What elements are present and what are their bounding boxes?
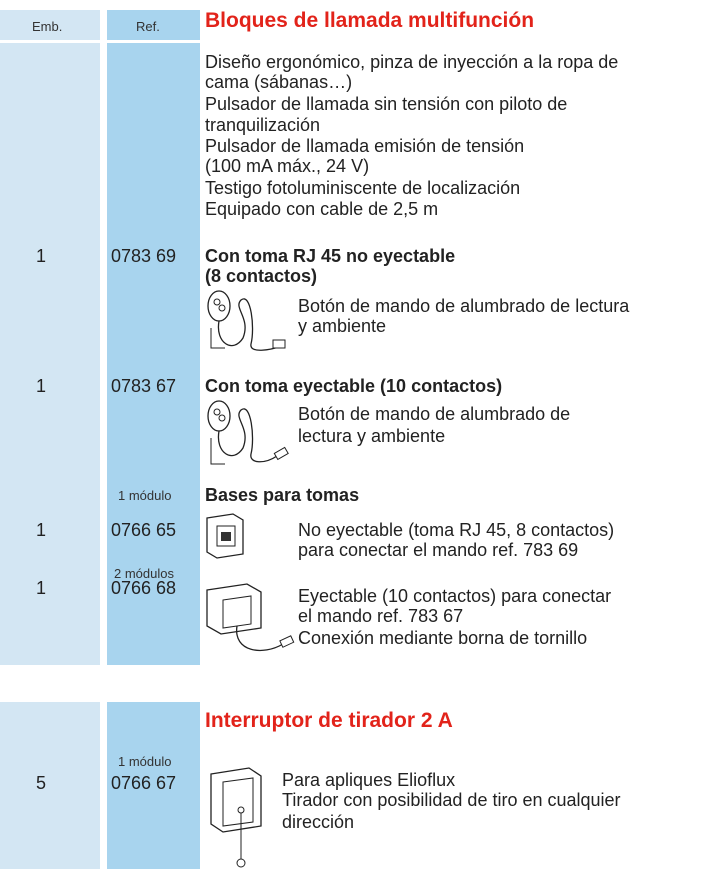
socket-icon	[206, 513, 244, 559]
description-line: Testigo fotoluminiscente de localización	[205, 178, 521, 198]
ref-value: 0783 67	[111, 376, 177, 396]
item-text: Eyectable (10 contactos) para conectar	[298, 586, 612, 606]
switch-icon	[210, 767, 262, 868]
emb-value: 1	[36, 246, 47, 266]
item-text: el mando ref. 783 67	[298, 606, 464, 626]
ref-value: 0766 67	[111, 773, 177, 793]
item-heading: Bases para tomas	[205, 485, 360, 505]
item-text: Para apliques Elioflux	[282, 770, 456, 790]
emb-column	[0, 702, 100, 869]
item-text: Botón de mando de alumbrado de lectura	[298, 296, 630, 316]
ref-value: 0783 69	[111, 246, 177, 266]
header-ref-cell	[107, 10, 200, 40]
remote-icon	[207, 400, 289, 465]
item-heading: Con toma RJ 45 no eyectable	[205, 246, 456, 266]
description-line: Pulsador de llamada sin tensión con pilo…	[205, 94, 568, 114]
emb-value: 1	[36, 578, 47, 598]
module-label: 2 módulos	[114, 566, 174, 581]
module-label: 1 módulo	[118, 488, 172, 503]
item-text: lectura y ambiente	[298, 426, 446, 446]
socket-icon	[206, 583, 295, 652]
item-text: Conexión mediante borna de tornillo	[298, 628, 588, 648]
section-title: Bloques de llamada multifunción	[205, 9, 535, 32]
emb-value: 5	[36, 773, 47, 793]
header-label: Emb.	[32, 19, 63, 34]
section-title: Interruptor de tirador 2 A	[205, 709, 453, 732]
item-text: dirección	[282, 812, 355, 832]
item-text: para conectar el mando ref. 783 69	[298, 540, 579, 560]
emb-value: 1	[36, 376, 47, 396]
description-line: (100 mA máx., 24 V)	[205, 156, 370, 176]
description-line: Diseño ergonómico, pinza de inyección a …	[205, 52, 619, 72]
description-line: tranquilización	[205, 115, 321, 135]
ref-value: 0766 65	[111, 520, 177, 540]
remote-icon	[207, 290, 286, 351]
header-label: Ref.	[136, 19, 160, 34]
item-text: No eyectable (toma RJ 45, 8 contactos)	[298, 520, 615, 540]
header-emb-cell	[0, 10, 100, 40]
ref-column	[107, 43, 200, 665]
module-label: 1 módulo	[118, 754, 172, 769]
ref-value: 0766 68	[111, 578, 177, 598]
item-text: Botón de mando de alumbrado de	[298, 404, 571, 424]
description-line: Equipado con cable de 2,5 m	[205, 199, 439, 219]
ref-column	[107, 702, 200, 869]
item-heading: (8 contactos)	[205, 266, 318, 286]
item-heading: Con toma eyectable (10 contactos)	[205, 376, 503, 396]
emb-value: 1	[36, 520, 47, 540]
description-line: cama (sábanas…)	[205, 72, 353, 92]
description-line: Pulsador de llamada emisión de tensión	[205, 136, 525, 156]
item-text: y ambiente	[298, 316, 387, 336]
emb-column	[0, 43, 100, 665]
item-text: Tirador con posibilidad de tiro en cualq…	[282, 790, 621, 810]
